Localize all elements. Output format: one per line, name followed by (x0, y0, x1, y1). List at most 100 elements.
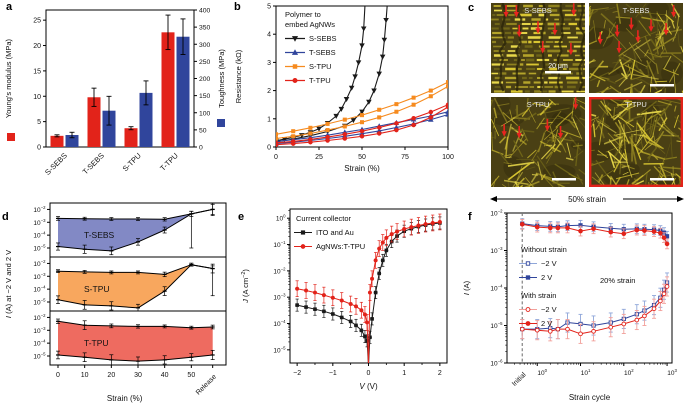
crack-arrow-icon (501, 131, 507, 137)
svg-text:25: 25 (33, 18, 41, 25)
svg-text:102: 102 (624, 368, 634, 377)
bar-toughness-S-TPU (139, 92, 153, 147)
svg-text:50: 50 (199, 127, 207, 134)
svg-text:−2 V: −2 V (541, 259, 557, 268)
svg-text:10−6: 10−6 (490, 359, 503, 368)
svg-text:10−1: 10−1 (273, 240, 286, 249)
panel-e-jv-chart: −2 −1 0 1 2 10−5 10−4 10−3 10−2 10−1 100 Current co… (241, 208, 448, 391)
svg-text:0: 0 (37, 145, 41, 152)
scalebar (552, 178, 576, 181)
crack-arrow-icon (571, 10, 577, 16)
svg-text:0: 0 (367, 370, 371, 377)
svg-text:101: 101 (581, 368, 591, 377)
svg-text:20: 20 (33, 43, 41, 50)
crack-arrow-icon (614, 31, 620, 38)
panel-f-strain-cycle-chart: 100 101 102 103 Initial 10−6 10−5 10−4 10−3 10−2 W… (462, 209, 677, 403)
crack-arrow-icon (671, 12, 677, 18)
y-axis-title: Resistance (kΩ) (234, 49, 243, 103)
svg-text:−1: −1 (329, 370, 337, 377)
release-label: Release (195, 373, 218, 396)
crack-arrow-icon (635, 37, 641, 43)
crack-arrow-icon (597, 39, 603, 45)
series-T-TPU (276, 102, 448, 147)
svg-text:40: 40 (161, 372, 169, 379)
panel-letter-e: e (238, 211, 245, 223)
svg-text:S-TPU: S-TPU (309, 62, 332, 71)
svg-text:200: 200 (199, 76, 211, 83)
initial-label: Initial (511, 371, 528, 388)
crack-arrow-icon (663, 30, 669, 36)
series-AgNWs:T-TPU (295, 213, 442, 363)
row-T-SEBS: 10−5 10−4 10−3 10−2 T-SEBS (33, 202, 227, 258)
svg-text:10−5: 10−5 (33, 352, 46, 361)
panel-letter-a: a (6, 1, 13, 13)
svg-text:10−2: 10−2 (490, 209, 503, 218)
micrograph-label: T-SEBS (623, 6, 650, 15)
svg-text:Current collector: Current collector (296, 214, 352, 223)
arrow-left-icon (490, 196, 497, 202)
svg-text:10−4: 10−4 (273, 319, 286, 328)
crack-arrow-icon (573, 104, 579, 110)
svg-text:20: 20 (107, 372, 115, 379)
crack-arrow-icon (568, 49, 574, 56)
svg-text:10−3: 10−3 (33, 272, 46, 281)
crack-arrow-icon (552, 30, 558, 36)
crack-arrow-icon (513, 12, 519, 18)
series-With strain 2 V (519, 218, 670, 250)
row-label: T-SEBS (84, 230, 115, 240)
right-axis-title: Toughness (MPa) (217, 49, 226, 108)
bar-youngs-T-TPU (161, 32, 175, 147)
svg-text:10−2: 10−2 (33, 313, 46, 322)
micrograph-label: T-TPU (625, 100, 647, 109)
svg-text:150: 150 (199, 93, 211, 100)
svg-text:−2: −2 (293, 370, 301, 377)
panel-e-plot: −2 −1 0 1 2 10−5 10−4 10−3 10−2 10−1 100 Current co… (273, 208, 448, 377)
svg-text:T-TPU: T-TPU (309, 76, 331, 85)
svg-text:10: 10 (81, 372, 89, 379)
svg-text:400: 400 (199, 8, 211, 15)
svg-text:10−3: 10−3 (33, 326, 46, 335)
panel-a-plot: 0510152025050100150200250300350400S-SEBS… (33, 8, 210, 177)
micrograph-S-SEBS: S-SEBS 20 μm (491, 3, 585, 93)
bar-toughness-T-TPU (176, 36, 190, 148)
x-axis-title: Strain (%) (344, 164, 380, 173)
panel-letter-d: d (2, 211, 9, 223)
highlight-border (589, 97, 683, 187)
svg-text:250: 250 (199, 59, 211, 66)
crack-arrow-icon (648, 26, 654, 32)
svg-text:2 V: 2 V (541, 319, 552, 328)
svg-text:0: 0 (56, 372, 60, 379)
scalebar (545, 71, 571, 74)
svg-text:5: 5 (37, 119, 41, 126)
svg-text:100: 100 (276, 214, 286, 223)
svg-text:10−4: 10−4 (33, 339, 46, 348)
svg-text:15: 15 (33, 68, 41, 75)
crack-arrow-icon (616, 48, 622, 54)
svg-text:10: 10 (33, 94, 41, 101)
svg-text:2 V: 2 V (541, 273, 552, 282)
panel-a-modulus-toughness-bar-chart: 0510152025050100150200250300350400S-SEBS… (4, 8, 226, 177)
panel-letter-c: c (468, 2, 475, 14)
svg-text:T-SEBS: T-SEBS (309, 48, 336, 57)
panel-letter-b: b (234, 1, 241, 13)
svg-text:50: 50 (187, 372, 195, 379)
crack-arrow-icon (535, 28, 541, 34)
svg-text:2: 2 (267, 88, 271, 95)
micrograph-S-TPU: S-TPU (491, 97, 585, 187)
crack-arrow-icon (516, 31, 522, 38)
svg-text:25: 25 (315, 154, 323, 161)
svg-text:0: 0 (199, 145, 203, 152)
bar-youngs-S-TPU (124, 128, 138, 147)
x-axis-title: Strain (%) (107, 394, 143, 403)
row-label: T-TPU (84, 338, 109, 348)
row-label: S-TPU (84, 284, 110, 294)
svg-text:100: 100 (537, 368, 547, 377)
svg-text:10−3: 10−3 (490, 246, 503, 255)
legend: Without strain −2 V 2 V With strain −2 V 2 V (519, 245, 567, 328)
panel-d-current-strain-chart: 10−5 10−4 10−3 10−2 T-SEBS 10−5 10−4 10−3 10−2 S-… (4, 202, 227, 403)
scalebar (650, 84, 674, 87)
svg-text:10−4: 10−4 (490, 284, 503, 293)
x-axis-title: Strain cycle (569, 393, 611, 402)
svg-text:10−5: 10−5 (490, 321, 503, 330)
